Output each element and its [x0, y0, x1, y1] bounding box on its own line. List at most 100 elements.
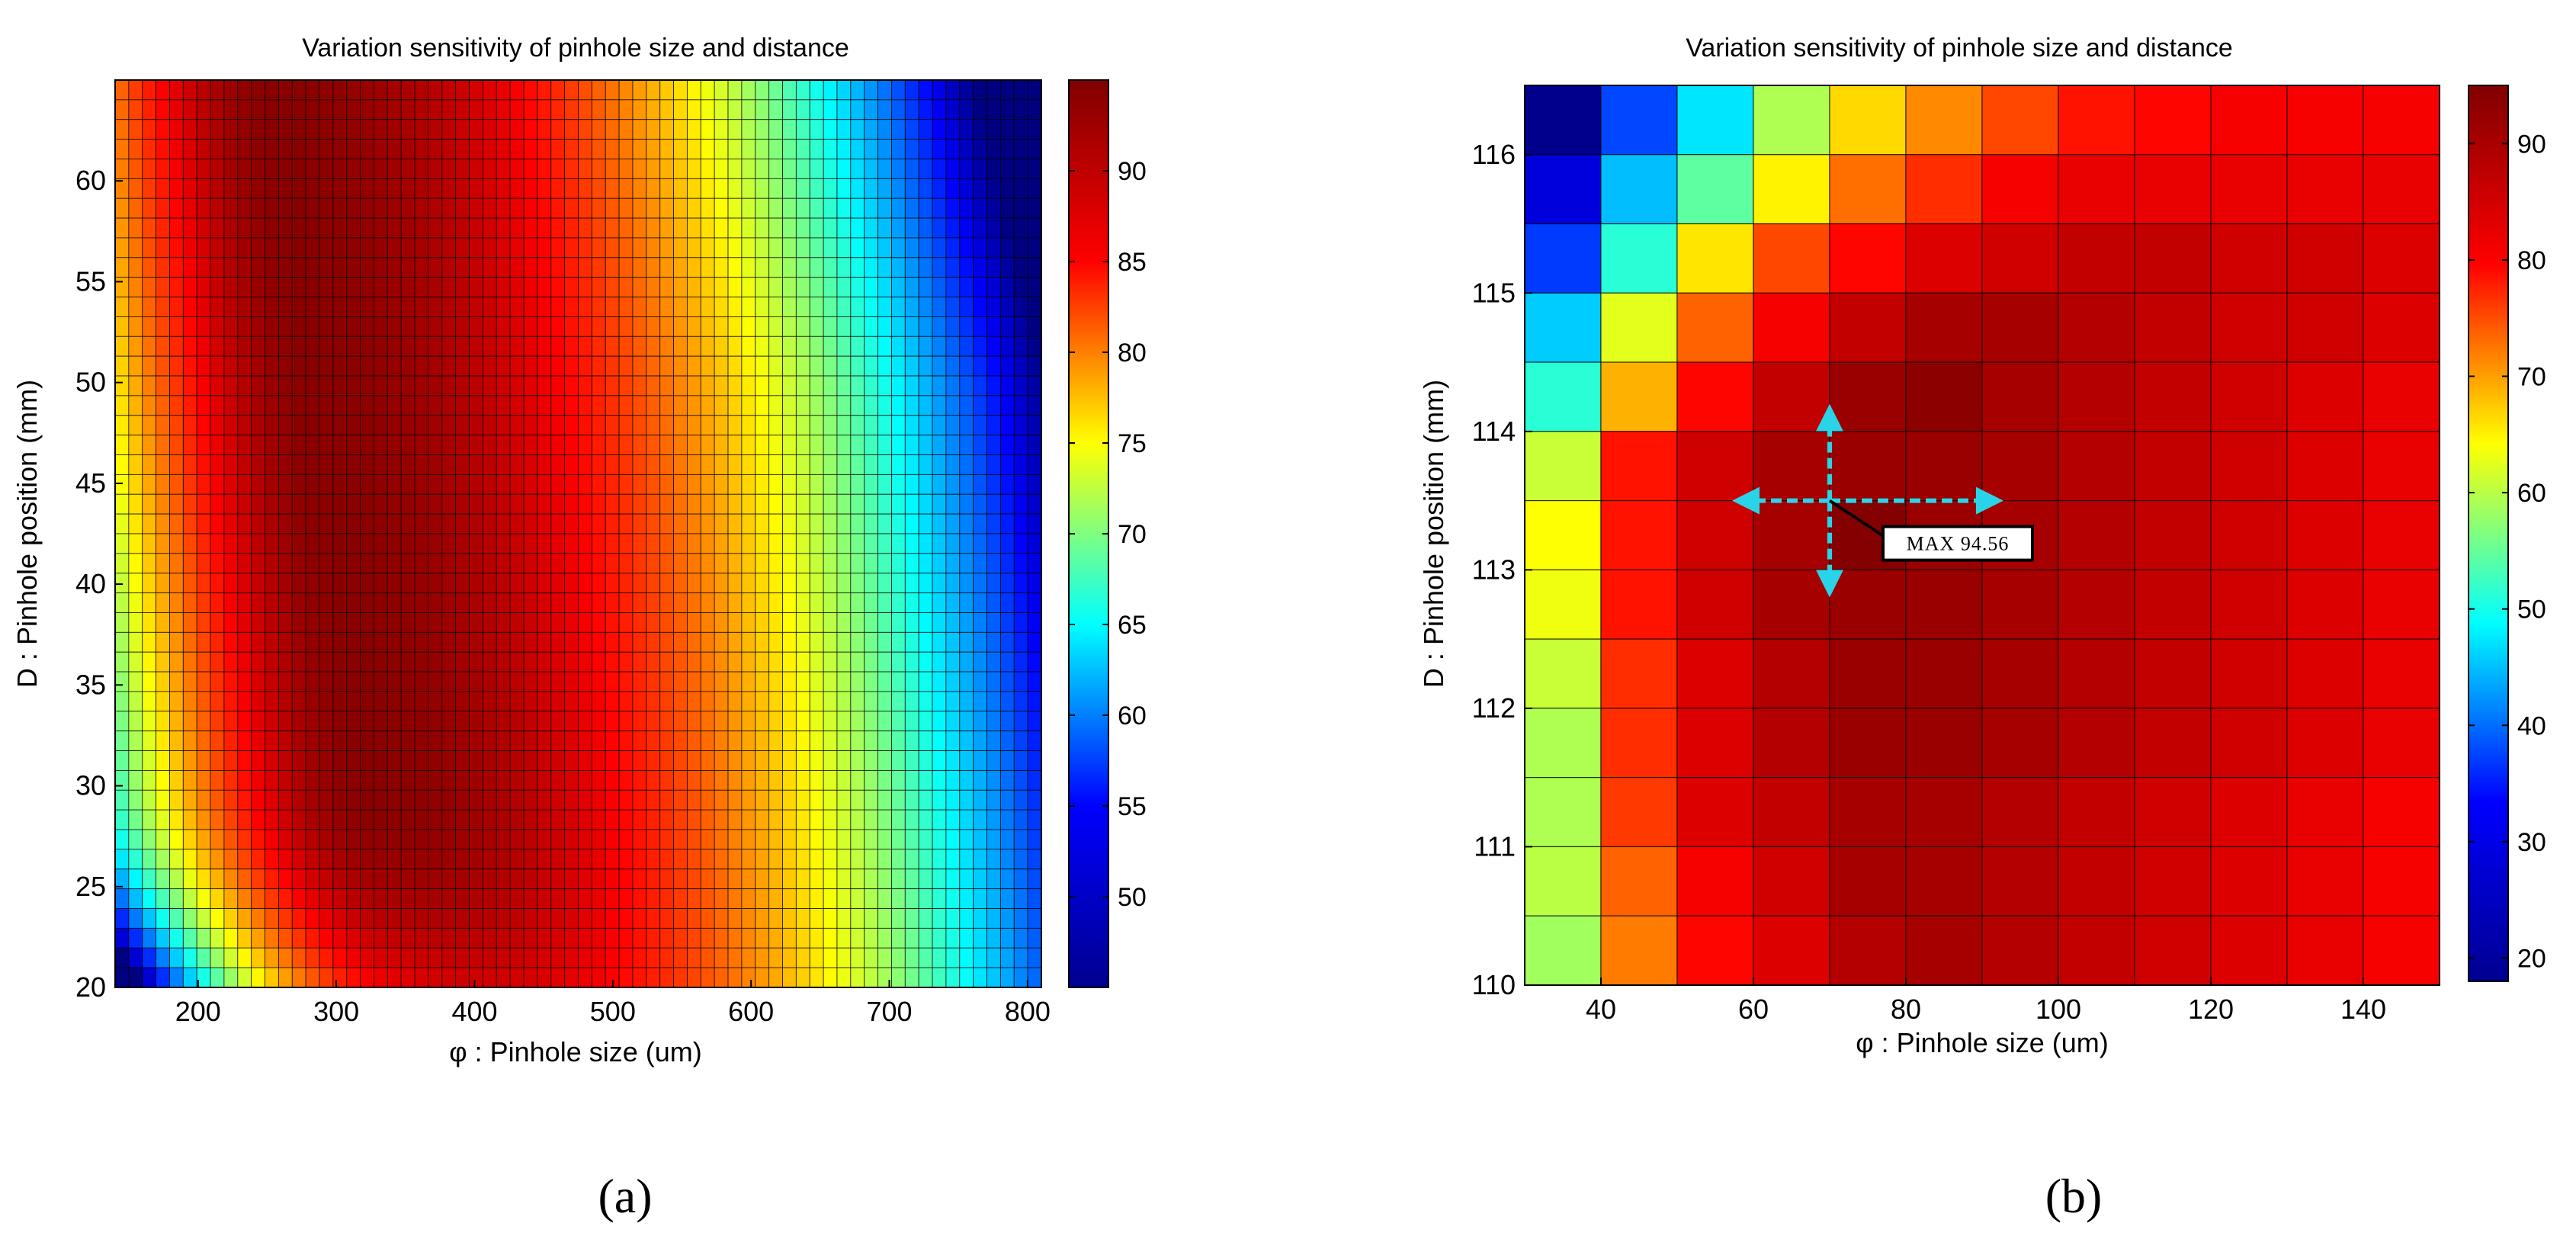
heatmap-cell — [291, 651, 306, 673]
heatmap-cell — [632, 553, 647, 574]
heatmap-cell — [999, 927, 1015, 949]
heatmap-cell — [564, 908, 579, 929]
heatmap-cell — [1027, 335, 1042, 357]
heatmap-cell — [550, 454, 566, 475]
heatmap-cell — [482, 671, 497, 692]
heatmap-cell — [482, 277, 497, 298]
heatmap-cell — [360, 868, 374, 890]
heatmap-cell — [618, 947, 634, 968]
heatmap-cell — [482, 691, 497, 712]
heatmap-cell — [618, 829, 634, 850]
heatmap-cell — [332, 612, 348, 633]
heatmap-cell — [768, 99, 783, 120]
heatmap-cell — [142, 217, 157, 239]
heatmap-cell — [795, 139, 810, 159]
heatmap-cell — [945, 829, 961, 850]
heatmap-cell — [537, 139, 552, 159]
heatmap-cell — [210, 316, 225, 337]
heatmap-cell — [727, 474, 743, 495]
heatmap-cell — [374, 947, 388, 968]
heatmap-cell — [700, 513, 715, 535]
heatmap-cell — [1013, 769, 1028, 791]
heatmap-cell — [877, 178, 892, 199]
heatmap-cell — [618, 237, 634, 258]
heatmap-cell — [578, 612, 592, 633]
heatmap-cell — [482, 395, 497, 416]
heatmap-cell — [823, 454, 838, 475]
heatmap-cell — [605, 631, 620, 653]
heatmap-cell — [659, 159, 675, 179]
heatmap-cell — [2058, 638, 2135, 709]
heatmap-cell — [768, 513, 783, 535]
heatmap-cell — [374, 435, 388, 455]
heatmap-cell — [932, 533, 947, 554]
heatmap-cell — [945, 119, 961, 140]
heatmap-cell — [305, 553, 320, 574]
heatmap-cell — [918, 415, 933, 436]
heatmap-cell — [346, 474, 361, 495]
heatmap-cell — [999, 415, 1015, 436]
heatmap-cell — [578, 711, 592, 732]
heatmap-cell — [400, 335, 415, 357]
heatmap-cell — [836, 435, 852, 455]
heatmap-cell — [346, 395, 361, 416]
heatmap-cell — [277, 435, 293, 455]
heatmap-cell — [932, 631, 947, 653]
heatmap-cell — [768, 868, 783, 890]
heatmap-cell — [360, 119, 374, 140]
heatmap-cell — [768, 888, 783, 909]
heatmap-cell — [128, 671, 143, 692]
heatmap-cell — [210, 612, 225, 633]
heatmap-cell — [564, 297, 579, 317]
colorbar-tick-label: 60 — [1118, 701, 1147, 730]
heatmap-cell — [755, 395, 770, 416]
heatmap-cell — [945, 79, 961, 101]
heatmap-cell — [659, 573, 675, 594]
heatmap-cell — [169, 316, 184, 337]
heatmap-cell — [291, 927, 306, 949]
heatmap-cell — [291, 573, 306, 594]
heatmap-cell — [332, 99, 348, 120]
heatmap-cell — [877, 849, 892, 870]
heatmap-cell — [374, 277, 388, 298]
heatmap-cell — [414, 868, 429, 890]
heatmap-cell — [156, 454, 170, 475]
heatmap-cell — [945, 553, 961, 574]
heatmap-cell — [428, 730, 443, 752]
heatmap-cell — [265, 750, 279, 771]
heatmap-cell — [496, 119, 511, 140]
heatmap-cell — [686, 691, 701, 712]
heatmap-cell — [400, 612, 415, 633]
heatmap-cell — [196, 119, 211, 140]
heatmap-cell — [2134, 708, 2212, 778]
heatmap-cell — [564, 711, 579, 732]
heatmap-cell — [809, 395, 824, 416]
heatmap-cell — [1905, 915, 1983, 986]
heatmap-cell — [223, 592, 239, 613]
heatmap-cell — [400, 297, 415, 317]
heatmap-cell — [1027, 927, 1042, 949]
heatmap-cell — [1013, 99, 1028, 120]
heatmap-cell — [755, 415, 770, 436]
heatmap-cell — [374, 355, 388, 377]
heatmap-cell — [550, 592, 566, 613]
heatmap-cell — [959, 474, 974, 495]
heatmap-cell — [265, 375, 279, 396]
heatmap-cell — [223, 217, 239, 239]
heatmap-cell — [210, 553, 225, 574]
heatmap-cell — [142, 375, 157, 396]
heatmap-cell — [387, 592, 402, 613]
heatmap-cell — [128, 99, 143, 120]
heatmap-cell — [223, 967, 239, 988]
heatmap-cell — [959, 316, 974, 337]
heatmap-cell — [891, 355, 906, 377]
heatmap-cell — [782, 237, 797, 258]
heatmap-cell — [714, 493, 729, 515]
heatmap-cell — [973, 257, 987, 278]
heatmap-cell — [482, 553, 497, 574]
heatmap-cell — [400, 435, 415, 455]
heatmap-cell — [332, 395, 348, 416]
heatmap-cell — [523, 711, 538, 732]
heatmap-cell — [441, 533, 457, 554]
